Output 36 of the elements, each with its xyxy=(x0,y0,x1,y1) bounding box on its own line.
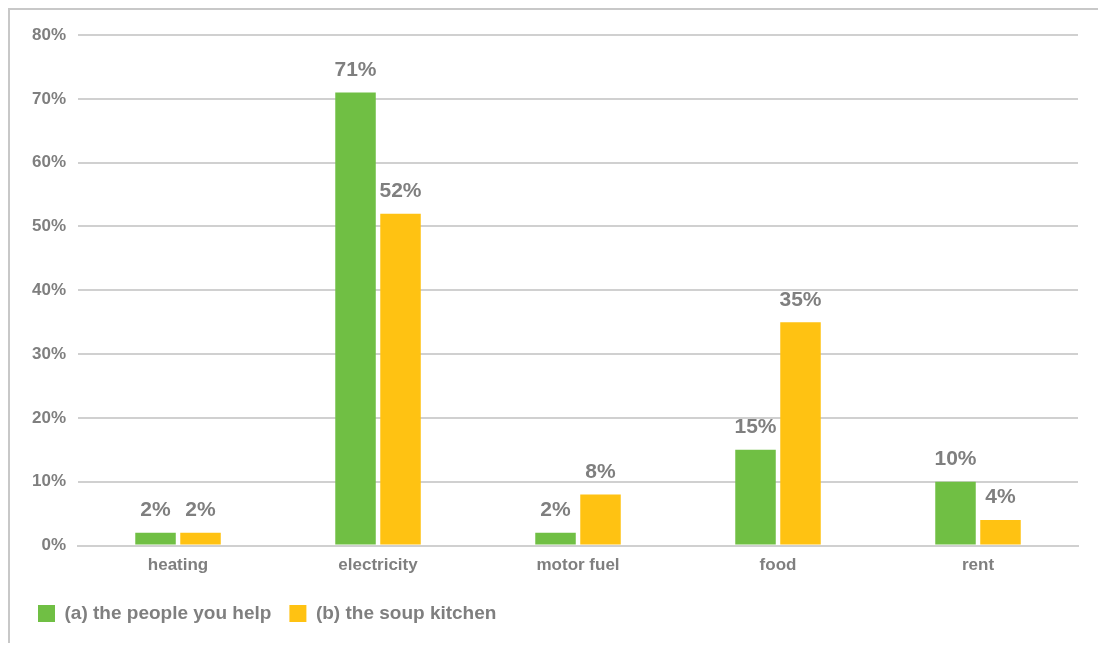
bar xyxy=(135,532,176,545)
bar xyxy=(380,213,421,545)
y-tick-label: 30% xyxy=(31,343,67,363)
y-tick-label: 0% xyxy=(41,535,67,555)
y-tick-label: 80% xyxy=(31,24,67,44)
y-tick-label: 60% xyxy=(31,152,67,172)
data-label: 15% xyxy=(734,414,777,438)
bar xyxy=(580,494,621,545)
data-label: 2% xyxy=(540,497,572,521)
x-tick-label: rent xyxy=(961,555,995,575)
x-tick-label: heating xyxy=(147,555,209,575)
y-tick-label: 20% xyxy=(31,407,67,427)
bar xyxy=(980,520,1021,545)
data-label: 4% xyxy=(985,484,1016,508)
x-tick-label: motor fuel xyxy=(536,555,620,575)
bar xyxy=(780,322,821,545)
x-tick-label: food xyxy=(759,555,797,575)
y-tick-label: 50% xyxy=(31,216,67,236)
data-label: 71% xyxy=(334,56,377,80)
y-tick-label: 10% xyxy=(31,471,67,491)
legend-label: (a) the people you help xyxy=(64,601,272,623)
y-tick-label: 40% xyxy=(31,279,67,299)
data-label: 52% xyxy=(379,178,422,202)
y-tick-label: 70% xyxy=(31,88,67,108)
data-label: 35% xyxy=(779,286,822,310)
bar xyxy=(335,92,376,545)
data-label: 8% xyxy=(585,458,617,482)
bar xyxy=(935,481,976,545)
legend-label: (b) the soup kitchen xyxy=(315,601,497,623)
bar xyxy=(535,532,576,545)
bar xyxy=(180,532,221,545)
data-label: 2% xyxy=(185,497,217,521)
x-tick-label: electricity xyxy=(338,555,419,575)
data-label: 2% xyxy=(140,497,172,521)
bar xyxy=(735,449,776,545)
data-label: 10% xyxy=(934,446,977,470)
